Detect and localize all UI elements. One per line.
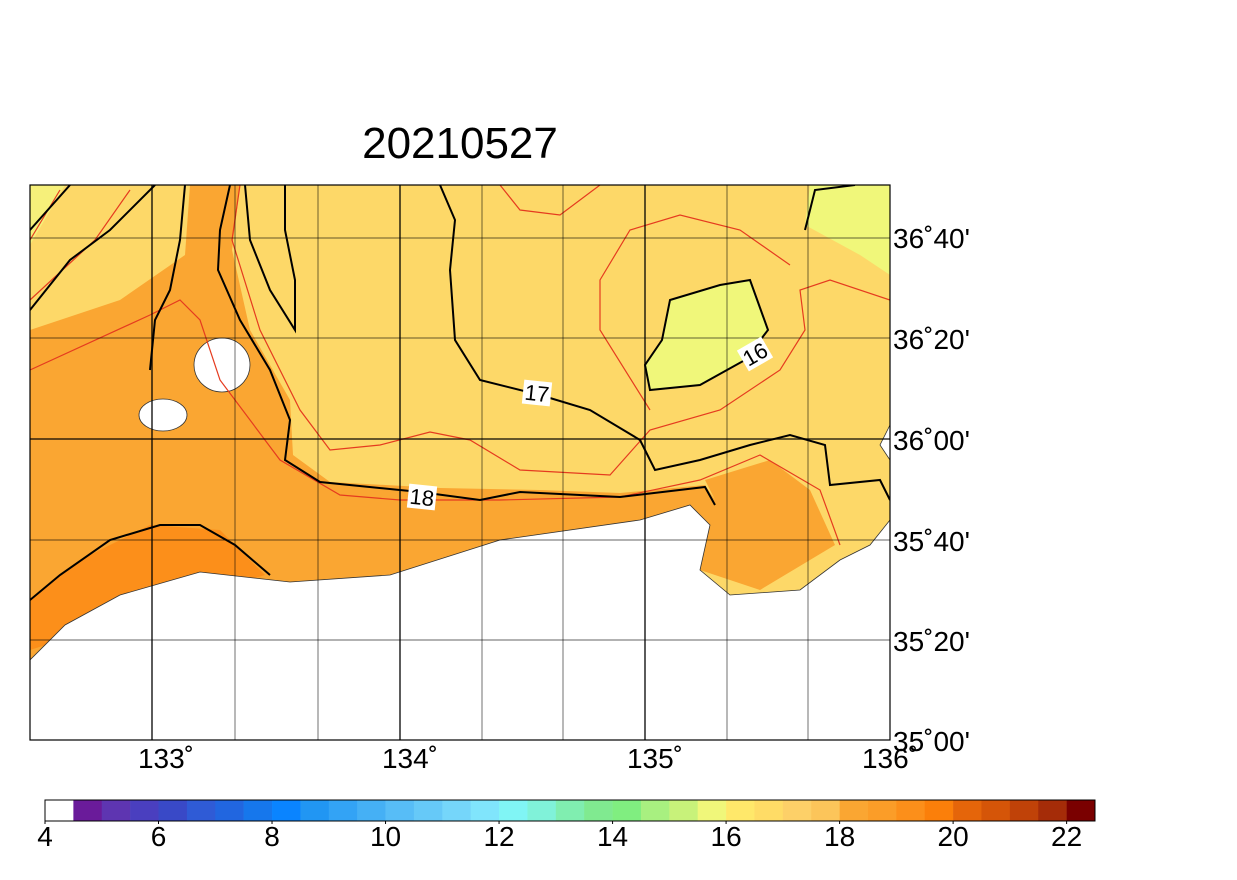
lon-label: 133˚ [138, 743, 194, 774]
contour-label: 17 [523, 380, 550, 407]
colorbar-box [45, 800, 74, 821]
colorbar-box [385, 800, 415, 821]
colorbar-tick-label: 20 [938, 821, 969, 852]
colorbar-box [499, 800, 528, 821]
colorbar-box [413, 800, 443, 821]
colorbar-box [555, 800, 585, 821]
island [138, 398, 188, 432]
colorbar-tick-label: 16 [711, 821, 742, 852]
graticule [30, 185, 890, 740]
contour-minor [30, 185, 890, 546]
lat-label: 35˚00' [893, 726, 970, 757]
sea-16 [645, 280, 768, 390]
colorbar-box [811, 800, 840, 821]
colorbar-box [158, 800, 188, 821]
colorbar-box [357, 800, 386, 821]
colorbar-box [328, 800, 358, 821]
lat-label: 36˚20' [893, 324, 970, 355]
colorbar-box [186, 800, 216, 821]
colorbar-tick-label: 12 [483, 821, 514, 852]
lat-label: 35˚40' [893, 526, 970, 557]
colorbar-box [243, 800, 273, 821]
map-frame [29, 184, 891, 741]
colorbar-box [669, 800, 699, 821]
colorbar-box [73, 800, 103, 821]
colorbar-box [839, 800, 869, 821]
colorbar-tick-label: 14 [597, 821, 628, 852]
label-bg [521, 379, 553, 407]
island [193, 337, 251, 393]
label-bg [736, 336, 774, 372]
map-area [30, 185, 890, 740]
colorbar-box [981, 800, 1011, 821]
colorbar-tick-label: 6 [151, 821, 167, 852]
sea-16 [805, 185, 890, 275]
colorbar-box [924, 800, 954, 821]
lat-label: 36˚00' [893, 425, 970, 456]
colorbar-box [215, 800, 244, 821]
colorbar-box [896, 800, 926, 821]
lon-label: 136˚ [862, 743, 918, 774]
colorbar-box [640, 800, 670, 821]
colorbar-box [1038, 800, 1067, 821]
colorbar-frame [44, 799, 1096, 822]
colorbar-box [584, 800, 613, 821]
colorbar-tick-label: 22 [1051, 821, 1082, 852]
label-bg [406, 483, 438, 511]
colorbar-box [867, 800, 897, 821]
contour-major [30, 185, 890, 601]
land [879, 424, 890, 461]
colorbar-box [726, 800, 755, 821]
colorbar-box [527, 800, 557, 821]
colorbar-box [300, 800, 330, 821]
colorbar-box [272, 800, 301, 821]
colorbar: 4 6 8 10 12 14 16 18 20 22 [37, 799, 1096, 852]
colorbar-box [130, 800, 159, 821]
colorbar-box [101, 800, 131, 821]
colorbar-box [1066, 800, 1096, 821]
colorbar-box [1009, 800, 1039, 821]
colorbar-box [953, 800, 982, 821]
colorbar-tick-label: 8 [264, 821, 280, 852]
lat-label: 35˚20' [893, 626, 970, 657]
axis-labels: 133˚ 134˚ 135˚ 136˚ 36˚40' 36˚20' 36˚00' 35˚40'… [138, 223, 970, 774]
colorbar-box [782, 800, 812, 821]
colorbar-tick-label: 4 [37, 821, 53, 852]
colorbar-tick-label: 18 [824, 821, 855, 852]
colorbar-box [470, 800, 500, 821]
map-title: 20210527 [362, 119, 558, 168]
colorbar-box [612, 800, 642, 821]
colorbar-tick-label: 10 [370, 821, 401, 852]
land [30, 504, 890, 740]
lat-label: 36˚40' [893, 223, 970, 254]
colorbar-box [442, 800, 471, 821]
lon-label: 134˚ [382, 743, 438, 774]
contour-label: 18 [408, 484, 435, 511]
lon-label: 135˚ [627, 743, 683, 774]
colorbar-box [754, 800, 784, 821]
colorbar-box [697, 800, 727, 821]
